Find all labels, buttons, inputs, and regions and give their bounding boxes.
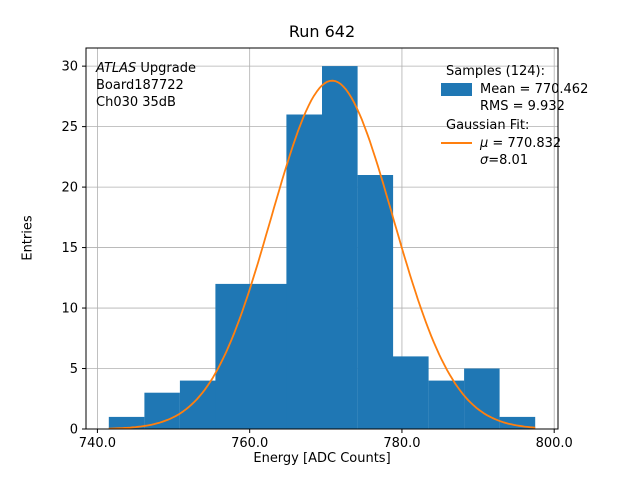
- annotation-line-1: ATLAS Upgrade: [96, 61, 196, 76]
- histogram-bar: [251, 283, 287, 429]
- y-tick-label: 10: [61, 302, 78, 317]
- x-axis-label: Energy [ADC Counts]: [253, 451, 391, 466]
- x-tick-label: 800.0: [536, 436, 573, 451]
- gaussian-fit-curve: [108, 79, 536, 430]
- chart-title: Run 642: [288, 22, 356, 41]
- annotation-line-3: Ch030 35dB: [96, 95, 176, 110]
- legend-gaussian-header: Gaussian Fit:: [446, 118, 530, 133]
- histogram-bar: [215, 283, 251, 429]
- y-tick-label: 5: [70, 362, 78, 377]
- x-tick-label: 780.0: [383, 436, 420, 451]
- sigma-value: σ=8.01: [480, 153, 529, 168]
- y-tick-label: 25: [61, 120, 78, 135]
- y-tick-label: 30: [61, 60, 78, 75]
- histogram-bar: [393, 356, 429, 429]
- rms-value: RMS = 9.932: [480, 99, 565, 114]
- legend: Samples (124): Mean = 770.462 RMS = 9.93…: [441, 63, 588, 171]
- y-tick-label: 0: [70, 423, 78, 438]
- histogram-bar: [357, 175, 394, 429]
- legend-entry-histogram: Mean = 770.462 RMS = 9.932: [441, 81, 588, 115]
- histogram-bar: [286, 114, 322, 429]
- x-tick-label: 760.0: [231, 436, 268, 451]
- histogram-bar: [144, 392, 180, 429]
- y-tick-label: 15: [61, 241, 78, 256]
- y-tick-label: 20: [61, 181, 78, 196]
- atlas-annotation: ATLAS Upgrade Board187722 Ch030 35dB: [96, 60, 196, 111]
- mu-value: μ = 770.832: [480, 136, 562, 151]
- histogram-bar: [322, 66, 358, 429]
- legend-entry-gaussian-label: μ = 770.832 σ=8.01: [480, 135, 561, 169]
- histogram-legend-swatch: [441, 83, 472, 96]
- plot-border: [85, 47, 559, 430]
- y-axis-label: Entries: [20, 215, 36, 261]
- gaussian-legend-line: [441, 142, 472, 144]
- histogram-bar: [179, 380, 216, 429]
- mean-value: Mean = 770.462: [480, 82, 589, 97]
- legend-entry-histogram-label: Mean = 770.462 RMS = 9.932: [480, 81, 588, 115]
- annotation-line-2: Board187722: [96, 78, 184, 93]
- legend-entry-gaussian: μ = 770.832 σ=8.01: [441, 135, 588, 169]
- legend-samples-header: Samples (124):: [446, 64, 545, 79]
- x-tick-label: 740.0: [79, 436, 116, 451]
- histogram-bar: [108, 416, 145, 429]
- histogram-bar: [464, 368, 500, 429]
